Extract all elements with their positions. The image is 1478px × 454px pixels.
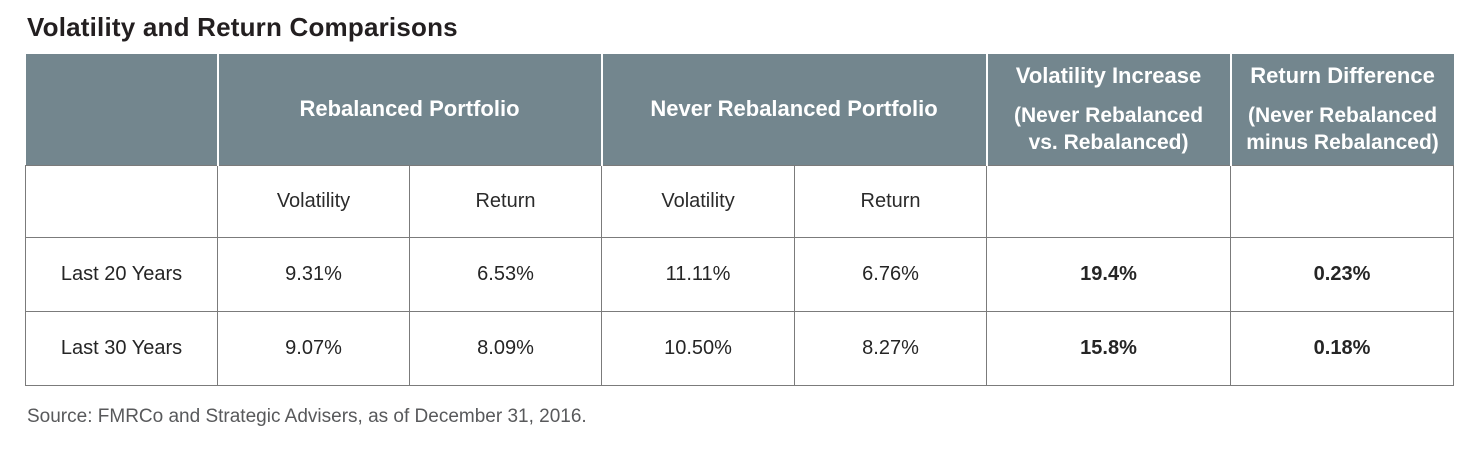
sub-header-never-return: Return bbox=[794, 164, 988, 238]
sub-header-return-difference-empty bbox=[1230, 164, 1455, 238]
cell-never-return: 8.27% bbox=[794, 310, 988, 386]
cell-rebalanced-return: 8.09% bbox=[408, 310, 603, 386]
sub-header-rebalanced-volatility: Volatility bbox=[217, 164, 410, 238]
table-row-last-20-years: Last 20 Years 9.31% 6.53% 11.11% 6.76% 1… bbox=[25, 236, 1455, 312]
row-label: Last 30 Years bbox=[25, 310, 218, 386]
group-header-return-difference-subline-1: (Never Rebalanced bbox=[1247, 103, 1438, 127]
cell-rebalanced-return: 6.53% bbox=[408, 236, 603, 312]
group-header-volatility-increase-label: Volatility Increase bbox=[1015, 63, 1202, 89]
source-note: Source: FMRCo and Strategic Advisers, as… bbox=[27, 405, 587, 427]
table-row-last-30-years: Last 30 Years 9.07% 8.09% 10.50% 8.27% 1… bbox=[25, 310, 1455, 386]
sub-header-volatility-increase-empty bbox=[986, 164, 1232, 238]
page-title: Volatility and Return Comparisons bbox=[27, 12, 458, 42]
group-header-return-difference: Return Difference (Never Rebalanced minu… bbox=[1229, 54, 1454, 165]
cell-never-volatility: 11.11% bbox=[601, 236, 796, 312]
row-label: Last 20 Years bbox=[25, 236, 218, 312]
spacer bbox=[998, 91, 1220, 103]
cell-return-difference: 0.18% bbox=[1230, 310, 1455, 386]
cell-volatility-increase: 19.4% bbox=[986, 236, 1232, 312]
sub-header-empty bbox=[25, 164, 218, 238]
cell-volatility-increase: 15.8% bbox=[986, 310, 1232, 386]
cell-never-volatility: 10.50% bbox=[601, 310, 796, 386]
group-header-never-rebalanced-portfolio: Never Rebalanced Portfolio bbox=[600, 54, 987, 165]
group-header-return-difference-subline-2: minus Rebalanced) bbox=[1246, 130, 1439, 154]
sub-header-rebalanced-return: Return bbox=[408, 164, 603, 238]
spacer bbox=[1242, 91, 1444, 103]
group-header-row: Rebalanced Portfolio Never Rebalanced Po… bbox=[25, 54, 1454, 165]
group-header-empty bbox=[25, 54, 218, 165]
sub-header-never-volatility: Volatility bbox=[601, 164, 796, 238]
group-header-volatility-increase: Volatility Increase (Never Rebalanced vs… bbox=[985, 54, 1231, 165]
cell-return-difference: 0.23% bbox=[1230, 236, 1455, 312]
cell-never-return: 6.76% bbox=[794, 236, 988, 312]
cell-rebalanced-volatility: 9.31% bbox=[217, 236, 410, 312]
cell-rebalanced-volatility: 9.07% bbox=[217, 310, 410, 386]
sub-header-row: Volatility Return Volatility Return bbox=[25, 164, 1455, 238]
volatility-return-table: Rebalanced Portfolio Never Rebalanced Po… bbox=[25, 54, 1455, 386]
group-header-volatility-increase-subline-1: (Never Rebalanced bbox=[1013, 103, 1204, 127]
group-header-rebalanced-portfolio: Rebalanced Portfolio bbox=[216, 54, 602, 165]
group-header-volatility-increase-subline-2: vs. Rebalanced) bbox=[1028, 130, 1189, 154]
group-header-return-difference-label: Return Difference bbox=[1250, 63, 1435, 89]
